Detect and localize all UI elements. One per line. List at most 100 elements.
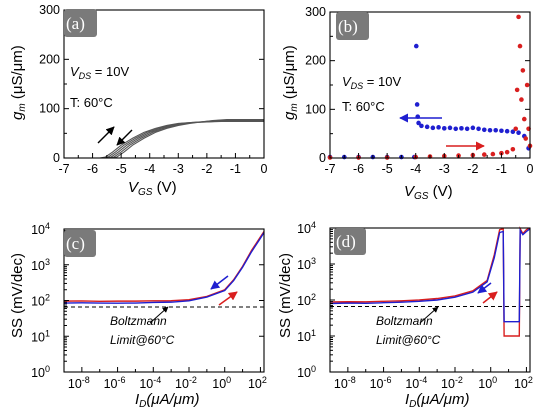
x-tick-label: 100 (212, 375, 231, 391)
panel-label: (a) (66, 14, 85, 33)
data-point-red (521, 116, 527, 122)
forward-arrow (210, 275, 229, 290)
panel-c: 10-8 10-6 10-4 10-2 100 102 100 101 102 103 104 (c… (9, 221, 267, 410)
y-tick-label: 101 (31, 328, 50, 344)
panel-label-box: (c) (64, 230, 96, 257)
y-tick-label: 102 (297, 292, 316, 308)
x-tick-label: 10-2 (175, 375, 197, 391)
data-point-blue (436, 125, 441, 130)
y-axis-label: SS (mV/dec) (9, 253, 26, 338)
reverse-arrow (482, 291, 498, 304)
y-tick-label: 0 (319, 151, 326, 165)
y-tick-label: 104 (297, 220, 316, 236)
data-point-blue (441, 126, 447, 131)
x-tick-label: -5 (116, 162, 127, 176)
panel-label-box: (d) (334, 228, 366, 255)
data-point-blue (414, 102, 420, 107)
gm-curve-2 (64, 120, 264, 159)
ss-curve-blue (329, 228, 531, 323)
data-point-red (514, 87, 520, 93)
x-tick-label: -2 (467, 162, 478, 176)
data-point-blue (413, 43, 419, 49)
data-point-red (510, 146, 516, 152)
data-point-red (520, 68, 526, 73)
y-tick-label: 104 (31, 221, 50, 237)
data-point-blue (470, 125, 476, 131)
data-point-blue (453, 126, 459, 132)
y-tick-label: 100 (39, 102, 60, 116)
x-tick-label: 0 (527, 162, 534, 176)
gm-curve-5 (64, 118, 264, 159)
y-tick-label: 100 (297, 364, 316, 380)
annotation-line-2: Limit@60°C (376, 333, 441, 347)
vds-annotation: VDS = 10V (70, 64, 129, 81)
panel-label-box: (b) (336, 12, 369, 40)
ss-curve-blue (63, 232, 265, 304)
x-tick-label: 0 (261, 162, 268, 176)
data-point-red (524, 82, 530, 88)
y-tick-label: 103 (31, 257, 50, 273)
data-point-blue (424, 124, 430, 130)
sweep-arrow-up (97, 126, 115, 144)
data-point-red (523, 136, 529, 141)
x-tick-label: 102 (248, 375, 267, 391)
y-axis-label: SS (mV/dec) (277, 253, 294, 338)
data-point-red (517, 43, 523, 49)
x-tick-label: -2 (201, 162, 212, 176)
vds-annotation: VDS = 10V (342, 74, 401, 91)
data-point-blue (476, 126, 481, 132)
x-tick-label: -7 (58, 162, 69, 176)
x-tick-label: -1 (496, 162, 507, 176)
temp-annotation: T: 60°C (70, 95, 113, 110)
y-tick-label: 0 (53, 151, 60, 165)
data-point-blue (516, 130, 521, 135)
x-tick-label: 10-4 (405, 375, 427, 391)
y-tick-label: 200 (305, 54, 326, 68)
annotation-line-1: Boltzmann (376, 314, 433, 328)
panel-label-box: (a) (64, 9, 97, 37)
x-axis-label: ID(μA/μm) (135, 391, 200, 410)
x-tick-label: -4 (144, 162, 155, 176)
x-tick-label: -6 (353, 162, 364, 176)
x-tick-label: 10-6 (370, 375, 392, 391)
data-point-red (481, 152, 487, 157)
x-tick-label: 10-8 (334, 375, 356, 391)
data-point-blue (459, 126, 464, 131)
y-tick-label: 300 (305, 5, 326, 19)
x-tick-label: -3 (439, 162, 450, 176)
data-point-blue (510, 129, 516, 135)
data-point-red (513, 126, 519, 132)
x-tick-label: 10-2 (441, 375, 463, 391)
panel-d: 10-8 10-6 10-4 10-2 100 102 100 101 102 103 104 (d… (277, 220, 533, 410)
panel-label: (d) (336, 232, 356, 251)
data-point-red (490, 151, 496, 157)
data-point-red (504, 149, 510, 155)
data-point-blue (493, 127, 499, 133)
x-tick-label: 102 (514, 375, 533, 391)
reverse-arrow (218, 291, 238, 306)
x-tick-label: 10-4 (139, 375, 161, 391)
forward-arrow (477, 282, 492, 294)
annotation-pointer (419, 306, 439, 324)
data-point-red (519, 97, 524, 102)
data-point-blue (504, 128, 510, 134)
x-axis-label: VGS (V) (128, 179, 177, 198)
annotation-pointer (149, 306, 169, 324)
sweep-arrow-down (116, 129, 133, 146)
y-tick-label: 100 (31, 364, 50, 380)
data-point-blue (447, 125, 453, 131)
data-point-blue (419, 123, 424, 129)
data-point-blue (416, 120, 421, 126)
x-tick-label: -5 (382, 162, 393, 176)
y-tick-label: 101 (297, 328, 316, 344)
data-point-red (516, 14, 521, 20)
x-axis-label: ID(μA/μm) (405, 391, 470, 410)
annotation-line-1: Boltzmann (110, 314, 167, 328)
y-tick-label: 102 (31, 293, 50, 309)
panel-label: (c) (66, 234, 85, 253)
panel-label: (b) (338, 17, 358, 36)
y-axis-label: gm (μS/μm) (281, 45, 300, 120)
